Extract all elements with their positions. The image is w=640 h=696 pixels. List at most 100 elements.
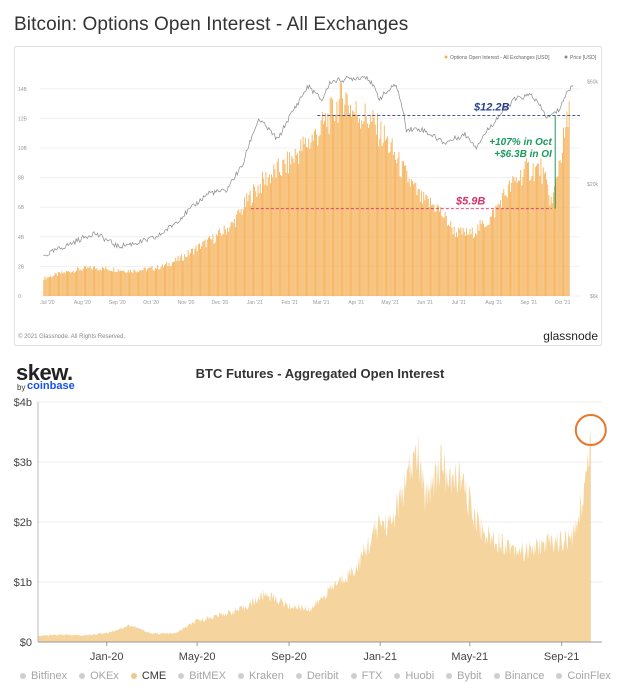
chart1-bar	[122, 270, 124, 296]
chart2-legend-item[interactable]: CoinFlex	[556, 670, 611, 682]
chart2-legend-item[interactable]: Huobi	[394, 670, 434, 682]
chart1-bar	[83, 266, 85, 296]
chart2-legend-label: Bitfinex	[31, 670, 68, 682]
chart1-bar	[347, 105, 349, 296]
chart1-bar	[431, 205, 433, 296]
chart1-bar	[498, 204, 500, 296]
chart1-bar	[250, 205, 252, 296]
chart1-bar	[257, 185, 259, 296]
chart1-bar	[359, 118, 360, 296]
chart1-bar	[395, 159, 396, 296]
chart1-bar	[293, 162, 295, 296]
chart2-legend-item[interactable]: FTX	[350, 670, 382, 682]
chart1-bar	[87, 267, 89, 296]
chart1-bar	[486, 225, 488, 296]
chart1-legend-marker-oi	[444, 55, 448, 59]
chart1-bar	[269, 183, 271, 296]
chart2-legend-item[interactable]: Bybit	[446, 670, 482, 682]
chart1-bar	[437, 205, 439, 296]
chart1-bar	[211, 239, 213, 296]
chart1-bar	[240, 208, 242, 296]
chart1-bar	[273, 164, 275, 296]
chart1-bar	[94, 266, 95, 296]
chart1-bar	[282, 159, 284, 296]
chart1-x-tick-label: Aug '21	[485, 300, 502, 306]
chart1-bar	[130, 269, 132, 296]
chart1-bar	[248, 194, 250, 296]
chart1-bar	[331, 99, 333, 297]
chart1-bar	[266, 185, 268, 296]
chart1-bar	[219, 228, 221, 296]
chart1-bar	[246, 193, 248, 296]
chart1-bar	[372, 110, 374, 296]
chart1-bar	[313, 130, 315, 296]
chart1-bar	[275, 177, 277, 296]
chart1-bar	[53, 275, 55, 296]
chart2-legend-item[interactable]: Deribit	[295, 670, 339, 682]
chart1-bar	[213, 243, 215, 296]
chart1-bar	[566, 111, 568, 296]
chart1-bar	[203, 241, 205, 296]
chart2-area-shape	[38, 427, 591, 642]
legend-dot-icon	[493, 673, 500, 679]
chart2-legend-label: Kraken	[248, 670, 284, 682]
chart1-bar	[192, 248, 194, 296]
chart1-bar	[343, 115, 345, 296]
chart1-bar	[524, 161, 526, 296]
legend-dot-icon	[394, 673, 401, 679]
chart1-bar	[381, 146, 383, 296]
chart1-bar	[151, 266, 153, 296]
chart1-bar	[479, 220, 481, 296]
chart1-bar	[136, 271, 138, 296]
chart1-bar	[100, 270, 102, 296]
chart1-y-tick-label: 14B	[18, 87, 28, 93]
chart1-bar	[195, 245, 197, 296]
chart1-bar	[536, 165, 537, 296]
chart1-bar	[426, 195, 428, 296]
chart1-bar	[232, 223, 234, 296]
chart1-bar	[315, 128, 316, 296]
chart2-legend-item[interactable]: BitMEX	[178, 670, 226, 682]
chart1-bar	[117, 269, 119, 296]
chart1-legend[interactable]: Options Open Interest - All Exchanges [U…	[444, 55, 597, 61]
chart2-legend-item[interactable]: CME	[130, 670, 166, 682]
chart1-bar	[529, 180, 531, 296]
chart1-bar	[81, 270, 83, 296]
chart1-bar	[512, 176, 514, 296]
chart2-legend-item[interactable]: Bitfinex	[20, 670, 67, 682]
chart2-legend-item[interactable]: Binance	[493, 670, 544, 682]
chart1-bar	[403, 161, 404, 296]
chart1-bar	[43, 280, 45, 296]
chart1-bar	[139, 270, 141, 296]
chart1-price	[43, 75, 574, 257]
chart2-title: BTC Futures - Aggregated Open Interest	[195, 366, 445, 381]
chart1-bar	[470, 234, 472, 296]
chart1-bar	[308, 138, 310, 296]
chart1-bar	[469, 228, 471, 296]
chart1-bar	[165, 264, 167, 296]
chart1-bar	[446, 225, 448, 296]
chart1-bar	[382, 142, 384, 296]
chart1-bar	[236, 214, 238, 296]
chart1-bar	[472, 238, 474, 296]
chart1-bar	[161, 264, 163, 296]
chart1-bar	[501, 209, 502, 296]
chart1-bar	[289, 152, 291, 296]
chart1-bar	[384, 140, 386, 296]
chart1-bar	[176, 260, 178, 296]
chart1-bar	[467, 234, 469, 296]
chart1-bar	[330, 97, 332, 296]
chart1-bars	[43, 82, 570, 297]
chart1-bar	[295, 154, 297, 296]
chart1-bar	[415, 182, 417, 296]
chart1-bar	[260, 193, 262, 296]
chart1-bar	[55, 273, 57, 296]
chart1-bar	[109, 270, 111, 296]
chart1-bar	[77, 267, 79, 296]
chart2-legend-item[interactable]: Kraken	[237, 670, 284, 682]
chart1-bar	[221, 235, 223, 296]
chart1-legend-price: Price [USD]	[570, 55, 597, 61]
chart2-legend-item[interactable]: OKEx	[79, 670, 119, 682]
chart1-bar	[523, 168, 525, 296]
chart1-x-tick-label: Mar '21	[313, 300, 330, 306]
